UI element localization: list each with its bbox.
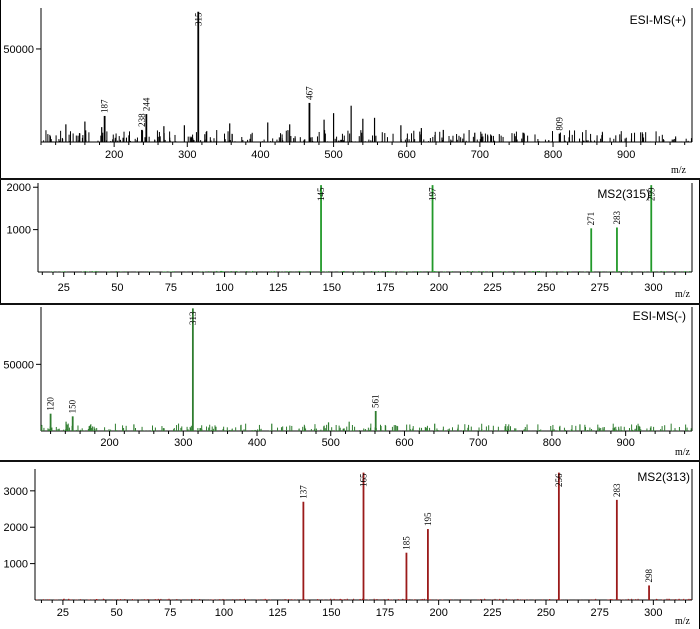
peak-label: 271 bbox=[586, 212, 596, 226]
baseline-noise bbox=[36, 598, 692, 600]
x-tick-label: 400 bbox=[251, 149, 269, 161]
x-tick-label: 600 bbox=[398, 149, 416, 161]
peak-label: 195 bbox=[423, 512, 433, 526]
chart-title: ESI-MS(-) bbox=[633, 309, 686, 323]
x-tick-label: 50 bbox=[111, 282, 123, 294]
x-tick-label: 275 bbox=[590, 607, 608, 619]
x-tick-label: 400 bbox=[248, 437, 266, 449]
peak-label: 185 bbox=[401, 536, 411, 550]
peak-label: 197 bbox=[428, 187, 438, 201]
x-tick-label: 900 bbox=[616, 437, 634, 449]
x-tick-label: 150 bbox=[322, 607, 340, 619]
x-tick-label: 200 bbox=[429, 607, 447, 619]
chart-title: MS2(315) bbox=[597, 187, 650, 201]
peak-label: 238 bbox=[137, 113, 147, 127]
x-tick-label: 800 bbox=[544, 149, 562, 161]
peak-label: 561 bbox=[371, 395, 381, 409]
chart-panel-4: 25 50 75 100 125 150 175 200 225 250 275 300 1000 200… bbox=[4, 469, 693, 627]
peak-label: 299 bbox=[646, 187, 656, 201]
y-tick-label: 1000 bbox=[7, 225, 31, 237]
x-tick-label: 300 bbox=[644, 607, 662, 619]
x-tick-label: 25 bbox=[57, 607, 69, 619]
x-tick-label: 300 bbox=[644, 282, 662, 294]
peak-label: 467 bbox=[304, 86, 314, 100]
chart-title: MS2(313) bbox=[637, 470, 690, 484]
x-tick-label: 275 bbox=[591, 282, 609, 294]
baseline-noise bbox=[37, 270, 693, 272]
panel-separator bbox=[0, 460, 700, 462]
peak-label: 150 bbox=[68, 399, 78, 413]
peak-label: 283 bbox=[612, 483, 622, 497]
x-tick-label: 50 bbox=[110, 607, 122, 619]
chart-title: ESI-MS(+) bbox=[630, 13, 686, 27]
x-tick-label: 200 bbox=[430, 282, 448, 294]
x-tick-label: 125 bbox=[269, 282, 287, 294]
x-tick-label: 800 bbox=[543, 437, 561, 449]
x-tick-label: 700 bbox=[469, 437, 487, 449]
x-tick-label: 200 bbox=[100, 437, 118, 449]
x-tick-label: 225 bbox=[483, 607, 501, 619]
peak-label: 165 bbox=[359, 473, 369, 487]
x-tick-label: 175 bbox=[376, 282, 394, 294]
x-tick-label: 75 bbox=[164, 607, 176, 619]
chart-panel-1: 200 300 400 500 600 700 800 900 50000 187 238 244 31… bbox=[3, 8, 693, 176]
peak-label: 298 bbox=[644, 568, 654, 582]
peaks: 120 150 313 561 bbox=[46, 308, 581, 431]
peak-label: 283 bbox=[612, 211, 622, 225]
x-tick-label: 700 bbox=[471, 149, 489, 161]
x-tick-label: 300 bbox=[178, 149, 196, 161]
peak-label: 187 bbox=[100, 99, 110, 113]
x-tick-label: 150 bbox=[323, 282, 341, 294]
x-tick-label: 200 bbox=[105, 149, 123, 161]
y-tick-label: 50000 bbox=[3, 359, 34, 371]
y-tick-label: 2000 bbox=[7, 182, 31, 194]
x-tick-label: 250 bbox=[537, 282, 555, 294]
x-tick-label: 300 bbox=[174, 437, 192, 449]
peak-label: 809 bbox=[555, 117, 565, 131]
x-tick-label: 500 bbox=[322, 437, 340, 449]
x-tick-label: 900 bbox=[617, 149, 635, 161]
y-tick-label: 50000 bbox=[3, 44, 34, 56]
peak-label: 137 bbox=[298, 485, 308, 499]
peak-label: 313 bbox=[188, 311, 198, 325]
x-tick-label: 175 bbox=[376, 607, 394, 619]
x-tick-label: 500 bbox=[324, 149, 342, 161]
x-axis-label: m/z bbox=[675, 447, 691, 458]
x-axis-label: m/z bbox=[675, 289, 691, 300]
y-tick-label: 1000 bbox=[4, 559, 28, 571]
y-tick-label: 2000 bbox=[4, 522, 28, 534]
y-tick-label: 3000 bbox=[4, 486, 28, 498]
peak-label: 145 bbox=[316, 187, 326, 201]
x-tick-label: 25 bbox=[58, 282, 70, 294]
x-tick-label: 600 bbox=[395, 437, 413, 449]
baseline-noise bbox=[43, 129, 692, 142]
peak-label: 256 bbox=[554, 473, 564, 487]
x-axis-label: m/z bbox=[671, 165, 687, 176]
peak-label: 244 bbox=[141, 97, 151, 111]
x-axis-label: m/z bbox=[675, 616, 691, 627]
x-tick-label: 100 bbox=[215, 282, 233, 294]
x-tick-label: 225 bbox=[483, 282, 501, 294]
x-tick-label: 125 bbox=[268, 607, 286, 619]
left-edge-bar bbox=[0, 0, 1, 303]
baseline-noise bbox=[40, 423, 692, 431]
panel-separator bbox=[0, 303, 700, 305]
panel-separator bbox=[0, 178, 700, 180]
chart-panel-2: 25 50 75 100 125 150 175 200 225 250 275 300 1000 200… bbox=[7, 182, 693, 300]
peaks: 187 238 244 315 467 809 bbox=[65, 11, 565, 142]
chart-panel-3: 200 300 400 500 600 700 800 900 50000 120 150 313 56… bbox=[3, 307, 693, 458]
peak-label: 120 bbox=[46, 397, 56, 411]
peak-label: 315 bbox=[193, 12, 203, 26]
peaks: 145 197 271 283 299 bbox=[316, 185, 656, 272]
peaks: 137 165 185 195 256 283 298 bbox=[298, 472, 654, 600]
x-tick-label: 75 bbox=[165, 282, 177, 294]
x-tick-label: 250 bbox=[537, 607, 555, 619]
x-tick-label: 100 bbox=[215, 607, 233, 619]
